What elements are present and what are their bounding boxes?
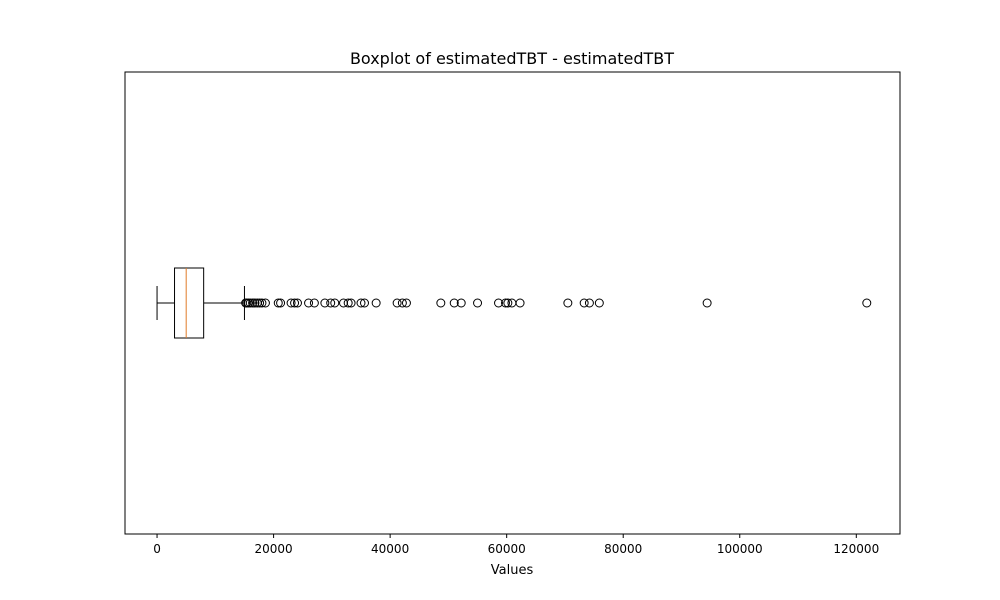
outlier-point: [401, 298, 411, 308]
outlier-point: [248, 298, 258, 308]
x-axis-label: Values: [491, 563, 534, 578]
plot-area-frame: [124, 71, 901, 535]
outlier-point: [359, 298, 369, 308]
x-tick-label: 100000: [717, 542, 763, 556]
outlier-point: [584, 298, 594, 308]
outlier-point: [273, 298, 283, 308]
outlier-point: [356, 298, 366, 308]
outlier-group: [241, 298, 872, 308]
outlier-point: [456, 298, 466, 308]
outlier-point: [563, 298, 573, 308]
x-tick-label: 20000: [254, 542, 292, 556]
outlier-point: [594, 298, 604, 308]
x-tick-label: 40000: [371, 542, 409, 556]
outlier-point: [304, 298, 314, 308]
interquartile-box: [174, 267, 205, 339]
x-tick-label: 80000: [604, 542, 642, 556]
outlier-point: [309, 298, 319, 308]
outlier-point: [286, 298, 296, 308]
outlier-point: [501, 298, 511, 308]
x-tick-label: 120000: [833, 542, 879, 556]
outlier-point: [371, 298, 381, 308]
outlier-point: [862, 298, 872, 308]
box-group: [156, 267, 245, 339]
outlier-point: [346, 298, 356, 308]
outlier-point: [515, 298, 525, 308]
outlier-point: [449, 298, 459, 308]
outlier-point: [579, 298, 589, 308]
outlier-point: [330, 298, 340, 308]
outlier-point: [276, 298, 286, 308]
outlier-point: [339, 298, 349, 308]
outlier-point: [255, 298, 265, 308]
outlier-point: [290, 298, 300, 308]
outlier-point: [494, 298, 504, 308]
outlier-point: [473, 298, 483, 308]
outlier-point: [392, 298, 402, 308]
outlier-point: [326, 298, 336, 308]
outlier-point: [320, 298, 330, 308]
outlier-point: [436, 298, 446, 308]
chart-title: Boxplot of estimatedTBT - estimatedTBT: [350, 49, 674, 68]
x-axis: 0 20000 40000 60000 80000 100000 120000: [153, 534, 879, 556]
outlier-point: [245, 298, 255, 308]
x-tick-label: 0: [153, 542, 161, 556]
outlier-point: [260, 298, 270, 308]
outlier-point: [343, 298, 353, 308]
outlier-point: [250, 298, 260, 308]
outlier-point: [292, 298, 302, 308]
x-tick-label: 60000: [488, 542, 526, 556]
outlier-point: [257, 298, 267, 308]
outlier-point: [397, 298, 407, 308]
outlier-point: [702, 298, 712, 308]
outlier-point: [503, 298, 513, 308]
